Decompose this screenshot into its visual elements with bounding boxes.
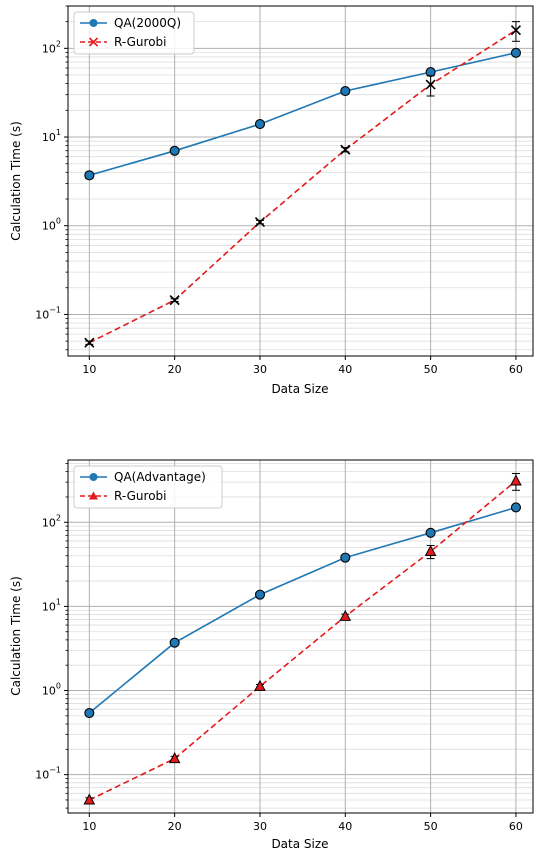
data-point [425,67,436,78]
data-point [169,637,180,648]
y-tick-label: 102 [42,513,61,529]
data-point [340,552,351,563]
plot-area [68,6,533,356]
data-point [510,47,521,58]
grid-lines [68,460,533,813]
data-point [340,85,351,97]
data-point [254,119,266,130]
series-layer [83,473,522,805]
data-point [340,144,351,155]
series-0 [84,502,521,719]
data-point [84,170,95,181]
x-tick-label: 60 [509,363,523,376]
y-tick-label: 100 [42,217,61,233]
legend-symbol-qa-2000q [80,19,107,27]
legend-box [73,465,223,509]
data-point [254,679,266,691]
plot-frame [67,459,534,814]
x-tick-label: 60 [509,820,523,833]
data-point [425,79,436,90]
series-0 [84,47,521,181]
x-tick-label: 30 [253,363,267,376]
legend-marker [89,491,98,500]
data-point [510,474,522,486]
data-point [254,589,266,600]
data-point [339,609,352,621]
legend-marker [89,473,98,481]
data-point [254,216,266,228]
data-point [169,295,180,306]
x-tick-label: 20 [168,363,182,376]
legend: QA(Advantage) R-Gurobi [73,465,223,509]
legend-symbol-r-gurobi [80,37,107,47]
data-point [424,544,437,556]
y-tick-label: 101 [42,597,61,613]
legend-label-qa-2000q: QA(2000Q) [114,16,181,30]
legend-symbol-qa-advantage [80,473,107,481]
y-axis-label: Calculation Time (s) [9,576,23,696]
axis-ticks: 10−1 100 101 102 10 20 30 40 50 60 [35,463,523,833]
legend-marker [88,37,99,47]
legend-marker [89,19,98,27]
plot-area [68,460,533,813]
x-tick-label: 20 [168,820,182,833]
data-point [84,337,95,348]
chart-panel-bottom: 10−1 100 101 102 10 20 30 40 50 60 QA(Advantage) … [9,459,534,851]
x-tick-label: 50 [424,820,438,833]
data-point [169,145,180,156]
series-line [88,506,517,714]
data-point [168,752,181,764]
grid-lines [68,5,533,356]
x-tick-label: 30 [253,820,267,833]
legend-label-r-gurobi: R-Gurobi [114,489,167,503]
y-tick-label: 101 [42,128,61,144]
data-point [510,502,521,513]
x-axis-label: Data Size [271,837,328,851]
series-line [88,480,517,801]
series-1 [84,21,522,348]
x-tick-label: 40 [338,820,352,833]
y-tick-label: 100 [42,682,61,698]
y-tick-label: 10−1 [35,305,61,321]
legend: QA(2000Q) R-Gurobi [73,11,195,55]
chart-panel-top: 10−1 100 101 102 10 20 30 40 50 60 QA(2000Q) R-Gu… [9,5,534,396]
series-line [88,29,517,344]
x-axis-label: Data Size [271,382,328,396]
data-point [510,25,522,36]
y-tick-label: 102 [42,39,61,55]
series-layer [84,21,522,348]
legend-label-qa-advantage: QA(Advantage) [114,470,206,484]
data-point [83,793,96,805]
x-tick-label: 10 [82,363,96,376]
series-line [89,52,517,177]
plot-frame [67,5,534,357]
data-point [84,707,95,719]
x-tick-label: 10 [82,820,96,833]
x-tick-label: 50 [424,363,438,376]
legend-symbol-r-gurobi [80,491,107,500]
y-tick-label: 10−1 [35,766,61,782]
axis-ticks: 10−1 100 101 102 10 20 30 40 50 60 [35,5,523,376]
x-tick-label: 40 [338,363,352,376]
y-axis-label: Calculation Time (s) [9,121,23,241]
series-1 [83,473,522,805]
data-point [425,527,436,538]
legend-label-r-gurobi: R-Gurobi [114,35,167,49]
